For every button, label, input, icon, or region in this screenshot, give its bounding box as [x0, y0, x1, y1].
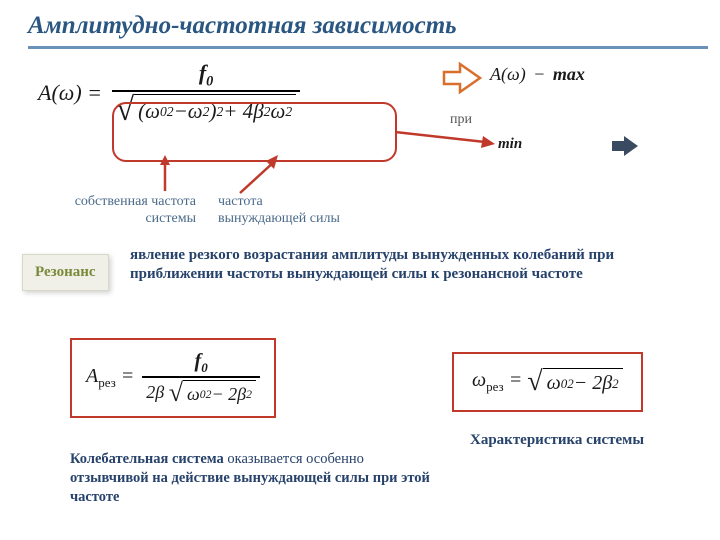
formula-omega-res: ωрез = √ ω02 − 2β2	[452, 352, 643, 412]
pri-label: при	[450, 112, 472, 128]
formula-numerator: f0	[193, 60, 219, 90]
right-expr: A(ω)	[490, 64, 526, 84]
max-label: max	[553, 64, 585, 84]
annotation-own-freq: собственная частотасистемы	[36, 194, 196, 228]
solid-arrow-right	[610, 134, 640, 158]
system-characteristic-label: Характеристика системы	[470, 432, 644, 449]
page-title: Амплитудно-частотная зависимость	[0, 0, 720, 46]
formula-lhs: A(ω) =	[38, 80, 102, 106]
oscillatory-system-text: Колебательная система оказывается особен…	[70, 450, 430, 507]
resonance-definition: явление резкого возрастания амплитуды вы…	[130, 246, 705, 284]
min-label: min	[498, 136, 522, 153]
resonance-label-box: Резонанс	[22, 254, 109, 291]
annotation-force-freq: частотавынуждающей силы	[218, 194, 340, 228]
red-box-denominator	[112, 102, 397, 162]
formula-a-res: Aрез = f0 2β √ ω02 − 2β2	[70, 338, 276, 418]
big-arrow-to-max	[440, 60, 484, 96]
right-block: A(ω) − max	[490, 64, 585, 85]
title-underline	[28, 46, 708, 49]
